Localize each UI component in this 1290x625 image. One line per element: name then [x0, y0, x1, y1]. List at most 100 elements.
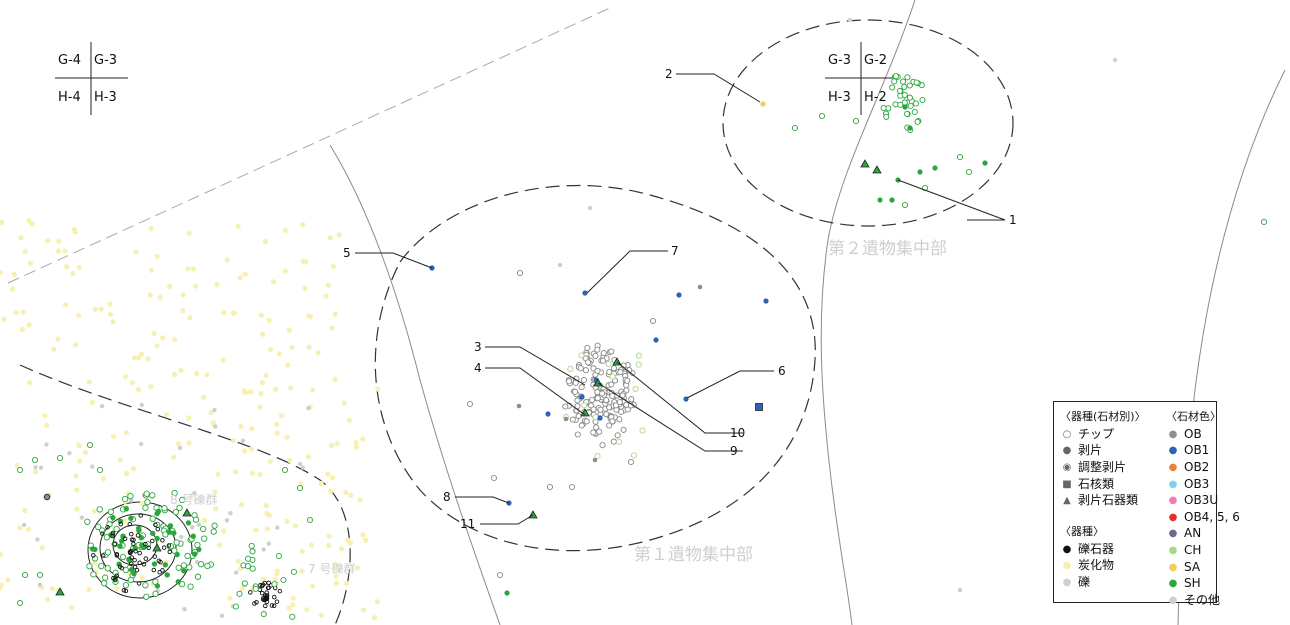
gravel-tool-point: [100, 553, 106, 558]
chip-point: [594, 367, 601, 374]
flake-tool-point: [580, 408, 590, 417]
charcoal-point: [274, 571, 280, 577]
charcoal-point: [0, 270, 4, 276]
charcoal-point: [303, 259, 309, 265]
gravel-tool-point: [274, 599, 280, 604]
charcoal-point: [114, 585, 120, 592]
callout-numbers: 1 2 3 4 5 6 7 8 9 10 11: [343, 67, 1017, 531]
chip-point: [210, 528, 217, 535]
charcoal-point: [279, 413, 285, 419]
gravel-tool-point: [121, 588, 127, 593]
charcoal-point: [267, 458, 273, 464]
gravel-tool-point: [264, 599, 270, 605]
chip-point: [197, 561, 205, 568]
legend-material-item: ● OB1: [1166, 443, 1240, 460]
charcoal-point: [308, 542, 315, 548]
chip-point: [639, 427, 646, 434]
charcoal-point: [220, 357, 226, 363]
chip-point: [187, 583, 194, 590]
gravel-point: [957, 587, 963, 593]
charcoal-point: [371, 615, 378, 621]
legend-type-item-symbol: ●: [1062, 543, 1072, 555]
gravel-tool-point: [128, 561, 134, 566]
legend-material-item-label: OB1: [1184, 443, 1210, 458]
legend-material-item-symbol: ●: [1168, 511, 1178, 523]
charcoal-point: [56, 238, 62, 244]
gravel-tool-point: [132, 557, 137, 563]
charcoal-point: [270, 279, 277, 285]
gravel-tool-point: [129, 531, 134, 537]
charcoal-point: [285, 362, 291, 368]
chip-point: [211, 522, 218, 529]
charcoal-point: [136, 355, 142, 361]
legend-material-item-label: OB: [1184, 426, 1202, 441]
charcoal-point: [318, 480, 324, 486]
charcoal-point: [185, 266, 191, 272]
chip-point: [107, 508, 115, 516]
legend-material-column: 〈石材色〉 ● OB ● OB1 ● OB2 ● OB3 ● OB3U ● OB4, 5, 6 ● AN ●…: [1166, 408, 1240, 609]
legend-artifact-item: ○ チップ: [1060, 426, 1146, 443]
contour-line: [820, 0, 916, 625]
legend-material-item-symbol: ●: [1168, 544, 1178, 556]
chip-point: [599, 357, 607, 364]
charcoal-point: [117, 457, 123, 463]
chip-point: [143, 593, 150, 600]
charcoal-point: [214, 282, 220, 288]
chip-point: [590, 429, 597, 436]
legend-artifact-column: 〈器種(石材別)〉 ○ チップ ● 剥片 ◉ 調整剥片 ■ 石核類 ▲ 剥片石器類 〈器種〉 ● 礫…: [1060, 408, 1146, 591]
charcoal-point: [186, 230, 192, 236]
charcoal-point: [11, 271, 17, 277]
charcoal-point: [123, 430, 129, 436]
chip-point: [572, 379, 579, 386]
callout-11: 11: [460, 517, 475, 531]
gravel-point: [219, 613, 225, 618]
charcoal-point: [287, 457, 293, 463]
chip-point: [490, 474, 498, 482]
charcoal-point: [167, 283, 173, 289]
charcoal-point: [292, 523, 298, 529]
zone-2-label: 第２遺物集中部: [828, 239, 947, 259]
chip-point: [572, 388, 579, 395]
charcoal-point: [241, 388, 247, 394]
gravel-point: [179, 534, 184, 540]
legend-material-item: ● OB4, 5, 6: [1166, 509, 1240, 526]
legend-artifact-item-label: 剥片石器類: [1078, 493, 1139, 508]
gravel-point: [99, 404, 105, 409]
charcoal-point: [260, 576, 266, 582]
chip-point: [619, 392, 626, 399]
chip-point: [86, 563, 93, 570]
charcoal-point: [62, 248, 68, 254]
charcoal-point: [326, 533, 332, 539]
charcoal-point: [98, 306, 104, 312]
charcoal-point: [258, 312, 264, 318]
gravel-point: [35, 537, 40, 542]
chip-point: [603, 411, 610, 418]
legend-material-item: ● SH: [1166, 575, 1240, 592]
charcoal-point: [10, 286, 16, 292]
charcoal-point: [264, 526, 270, 532]
charcoal-point: [148, 384, 154, 390]
chip-point: [594, 389, 601, 396]
charcoal-point: [89, 399, 95, 406]
charcoal-point: [123, 374, 129, 380]
flake-point: [653, 337, 659, 343]
gravel-point: [177, 445, 183, 451]
chip-point: [127, 492, 134, 500]
charcoal-point: [151, 330, 157, 336]
charcoal-point: [341, 400, 348, 406]
chip-point: [280, 576, 287, 584]
charcoal-point: [290, 602, 296, 608]
charcoal-point: [257, 471, 263, 477]
gravel-tool-point: [136, 581, 142, 586]
chip-point: [143, 490, 150, 497]
flake-point: [597, 415, 603, 421]
gravel-point: [275, 525, 280, 530]
charcoal-point: [175, 441, 182, 447]
charcoal-point: [302, 285, 308, 292]
chip-point: [608, 348, 615, 355]
flake-point: [166, 529, 172, 535]
charcoal-point: [14, 462, 20, 468]
flake-point: [128, 515, 134, 521]
chip-point: [609, 392, 616, 400]
